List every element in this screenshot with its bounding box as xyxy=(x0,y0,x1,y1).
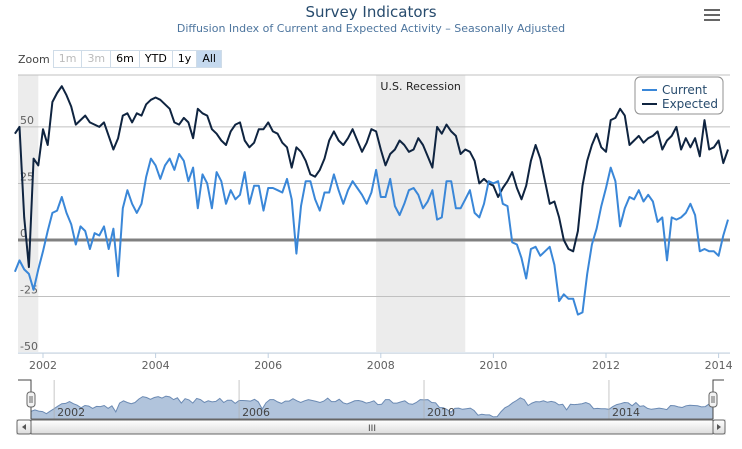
series-line-expected xyxy=(14,85,729,269)
x-tick-label: 2014 xyxy=(705,359,733,372)
x-tick-label: 2006 xyxy=(254,359,282,372)
recession-band xyxy=(376,75,466,352)
x-tick-label: 2008 xyxy=(367,359,395,372)
zoom-selector: Zoom 1m 3m 6m YTD 1y All xyxy=(18,50,222,68)
arrow-left-icon xyxy=(22,424,26,430)
navigator-left-handle[interactable] xyxy=(26,391,36,408)
series-lines xyxy=(13,85,729,316)
chart-subtitle: Diffusion Index of Current and Expected … xyxy=(176,22,566,35)
zoom-button-ytd[interactable]: YTD xyxy=(138,50,173,68)
zoom-button-1y[interactable]: 1y xyxy=(171,50,198,68)
y-tick-label: -50 xyxy=(20,340,38,353)
y-tick-label: 25 xyxy=(20,170,34,183)
zoom-label: Zoom xyxy=(18,52,50,66)
zoom-button-all[interactable]: All xyxy=(196,50,222,68)
hamburger-menu-icon[interactable] xyxy=(700,6,724,26)
handle-body[interactable] xyxy=(708,391,718,408)
recession-band-label: U.S. Recession xyxy=(380,80,461,93)
navigator: 2002 2006 2010 2014 III xyxy=(16,379,726,435)
x-tick-label: 2002 xyxy=(29,359,57,372)
series-line-current xyxy=(13,153,729,316)
x-tick-label: 2012 xyxy=(592,359,620,372)
x-axis: 2002 2004 2006 2008 2010 2012 2014 xyxy=(18,352,733,372)
navigator-right-handle[interactable] xyxy=(708,391,718,408)
scrollbar-right-button[interactable] xyxy=(712,419,726,435)
scrollbar-grip[interactable]: III xyxy=(368,424,376,434)
legend-item-expected[interactable]: Expected xyxy=(662,97,718,111)
navigator-x-label: 2006 xyxy=(242,406,270,419)
scrollbar-left-button[interactable] xyxy=(16,419,32,435)
legend-item-current[interactable]: Current xyxy=(662,83,707,97)
navigator-x-label: 2014 xyxy=(612,406,640,419)
navigator-series-area xyxy=(30,395,714,420)
handle-body[interactable] xyxy=(26,391,36,408)
plot-bands: U.S. Recession xyxy=(18,75,466,352)
zoom-button-1m[interactable]: 1m xyxy=(52,50,83,68)
x-tick-label: 2010 xyxy=(479,359,507,372)
recession-band xyxy=(18,75,39,352)
arrow-right-icon xyxy=(717,424,721,430)
navigator-x-label: 2010 xyxy=(427,406,455,419)
y-tick-label: 50 xyxy=(20,114,34,127)
x-tick-label: 2004 xyxy=(142,359,170,372)
chart-title: Survey Indicators xyxy=(305,3,437,21)
y-tick-label: 0 xyxy=(20,227,27,240)
navigator-x-label: 2002 xyxy=(57,406,85,419)
